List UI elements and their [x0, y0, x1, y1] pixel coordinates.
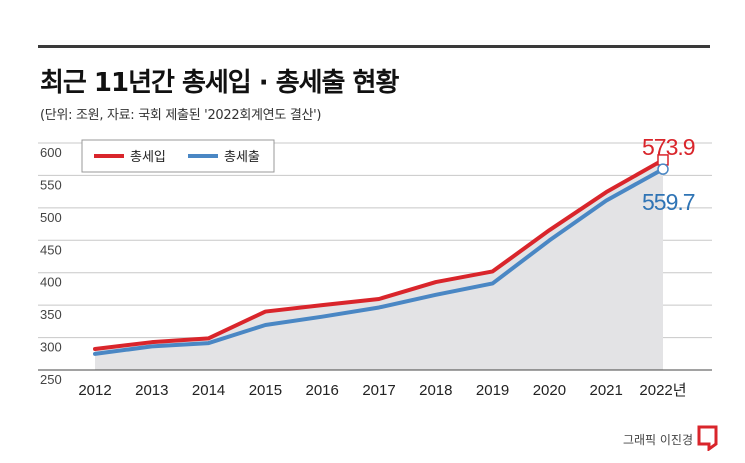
x-tick-label: 2018	[419, 382, 452, 399]
x-tick-label: 2019	[476, 382, 509, 399]
y-tick-label: 500	[40, 210, 62, 225]
legend-label-revenue: 총세입	[130, 150, 166, 165]
y-tick-label: 250	[40, 372, 62, 387]
x-tick-label: 2021	[590, 382, 623, 399]
area-fill	[95, 159, 663, 370]
x-tick-label: 2016	[306, 382, 339, 399]
y-tick-label: 300	[40, 340, 62, 355]
expenditure-end-marker	[657, 163, 669, 175]
expenditure-end-label: 559.7	[642, 189, 695, 215]
y-tick-label: 400	[40, 275, 62, 290]
series-line-revenue	[93, 157, 665, 351]
top-rule	[38, 45, 710, 48]
x-tick-label: 2014	[192, 382, 225, 399]
graphic-credit: 그래픽 이진경	[622, 433, 693, 447]
series-line-expenditure	[93, 167, 665, 356]
legend-label-expenditure: 총세출	[224, 150, 260, 165]
x-tick-label: 2015	[249, 382, 282, 399]
chart-title: 최근 11년간 총세입 · 총세출 현황	[40, 68, 399, 98]
y-tick-label: 350	[40, 307, 62, 322]
chart-subtitle: (단위: 조원, 자료: 국회 제출된 '2022회계연도 결산')	[40, 108, 322, 123]
x-tick-label: 2022년	[639, 382, 686, 399]
y-tick-label: 450	[40, 242, 62, 257]
revenue-end-label: 573.9	[642, 134, 695, 160]
y-tick-label: 550	[40, 177, 62, 192]
legend-box	[81, 139, 275, 173]
x-tick-label: 2012	[78, 382, 111, 399]
y-tick-label: 600	[40, 145, 62, 160]
x-tick-label: 2017	[362, 382, 395, 399]
publisher-logo-icon	[697, 425, 718, 451]
x-tick-label: 2013	[135, 382, 168, 399]
x-tick-label: 2020	[533, 382, 566, 399]
